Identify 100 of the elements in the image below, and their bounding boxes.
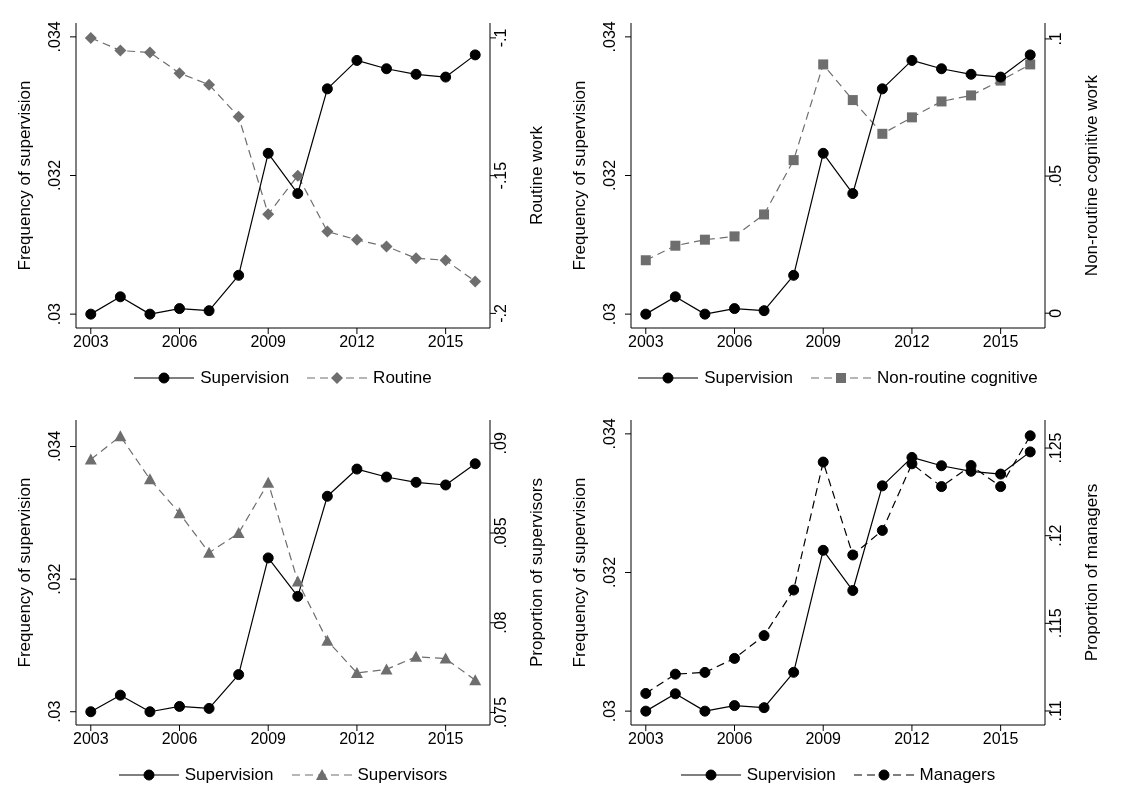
- point: [877, 128, 888, 139]
- legend-label: Supervision: [184, 765, 274, 785]
- x-tick-label: 2003: [72, 730, 109, 748]
- point: [669, 291, 681, 303]
- x-tick-label: 2003: [72, 333, 109, 351]
- y-tick-label: .032: [46, 563, 63, 595]
- point: [995, 468, 1007, 480]
- y-tick-label: .032: [46, 159, 63, 192]
- point: [350, 666, 363, 678]
- point: [410, 650, 423, 662]
- y2-tick-label: .09: [492, 432, 509, 455]
- point: [291, 169, 304, 182]
- point: [640, 687, 652, 699]
- point: [203, 702, 215, 714]
- point: [262, 476, 275, 488]
- point: [876, 480, 888, 492]
- x-tick-label: 2015: [982, 730, 1019, 748]
- y-axis-title: Frequency of supervision: [15, 477, 34, 668]
- point: [291, 575, 304, 587]
- x-tick-label: 2003: [627, 333, 664, 351]
- y-tick-label: .03: [46, 302, 63, 326]
- point: [965, 68, 977, 80]
- x-tick-label: 2006: [161, 730, 198, 748]
- point: [233, 669, 245, 681]
- point: [292, 590, 304, 602]
- point: [1025, 59, 1036, 70]
- point: [817, 147, 829, 159]
- point: [847, 585, 859, 597]
- point: [876, 524, 888, 536]
- x-tick-label: 2009: [805, 730, 842, 748]
- y2-tick-label: -.2: [492, 303, 509, 323]
- point: [350, 233, 363, 246]
- point: [84, 31, 97, 44]
- y2-axis-title: Non-routine cognitive work: [1082, 74, 1101, 277]
- legend-label: Managers: [919, 765, 996, 785]
- legend-label: Supervision: [746, 765, 836, 785]
- point: [788, 666, 800, 678]
- point: [439, 652, 452, 664]
- point: [847, 188, 859, 200]
- point: [995, 71, 1007, 83]
- y-tick-label: .032: [601, 556, 618, 589]
- y2-tick-label: -.15: [492, 161, 509, 190]
- x-tick-label: 2006: [716, 730, 753, 748]
- point: [173, 507, 186, 519]
- point: [321, 225, 334, 238]
- point: [729, 700, 740, 712]
- y2-tick-label: .05: [1047, 164, 1064, 188]
- point: [321, 490, 333, 502]
- point: [729, 652, 740, 664]
- point: [669, 688, 681, 700]
- point: [788, 269, 800, 281]
- y-tick-label: .03: [46, 700, 63, 723]
- point: [1024, 446, 1036, 458]
- point: [233, 269, 245, 281]
- x-tick-label: 2015: [982, 333, 1019, 351]
- y2-tick-label: -.1: [492, 28, 509, 48]
- point: [669, 668, 681, 680]
- point: [469, 674, 482, 686]
- y2-axis-title: Proportion of supervisors: [527, 478, 546, 667]
- legend-label: Supervisors: [357, 765, 448, 785]
- y-axis-title: Frequency of supervision: [15, 80, 34, 271]
- point: [699, 666, 711, 678]
- y2-axis-title: Proportion of managers: [1082, 483, 1101, 662]
- y2-tick-label: .11: [1047, 700, 1064, 722]
- point: [758, 702, 770, 714]
- point: [380, 240, 393, 253]
- y-tick-label: .032: [601, 159, 618, 192]
- y-axis-title: Frequency of supervision: [570, 477, 589, 668]
- point: [906, 54, 918, 66]
- point: [143, 46, 156, 59]
- point: [380, 663, 393, 675]
- point: [729, 231, 740, 242]
- point: [818, 59, 829, 70]
- x-tick-label: 2009: [250, 333, 287, 351]
- point: [321, 634, 334, 646]
- point: [788, 584, 800, 596]
- point: [85, 706, 97, 718]
- point: [817, 456, 829, 468]
- x-tick-label: 2012: [894, 730, 930, 748]
- point: [292, 188, 304, 200]
- point: [1024, 430, 1036, 442]
- point: [699, 308, 711, 320]
- y-tick-label: .03: [601, 302, 618, 326]
- point: [262, 208, 275, 221]
- legend-label: Routine: [373, 368, 432, 388]
- y2-tick-label: .115: [1047, 608, 1064, 639]
- point: [410, 252, 423, 265]
- x-tick-label: 2003: [627, 730, 664, 748]
- point: [1024, 49, 1036, 61]
- point: [203, 546, 216, 558]
- point: [876, 83, 888, 95]
- point: [410, 476, 422, 488]
- point: [759, 209, 770, 220]
- point: [114, 44, 127, 57]
- x-tick-label: 2006: [716, 333, 753, 351]
- point: [351, 54, 363, 66]
- y-tick-label: .03: [601, 699, 618, 723]
- point: [995, 481, 1007, 493]
- legend-label: Supervision: [200, 368, 290, 388]
- point: [381, 471, 392, 483]
